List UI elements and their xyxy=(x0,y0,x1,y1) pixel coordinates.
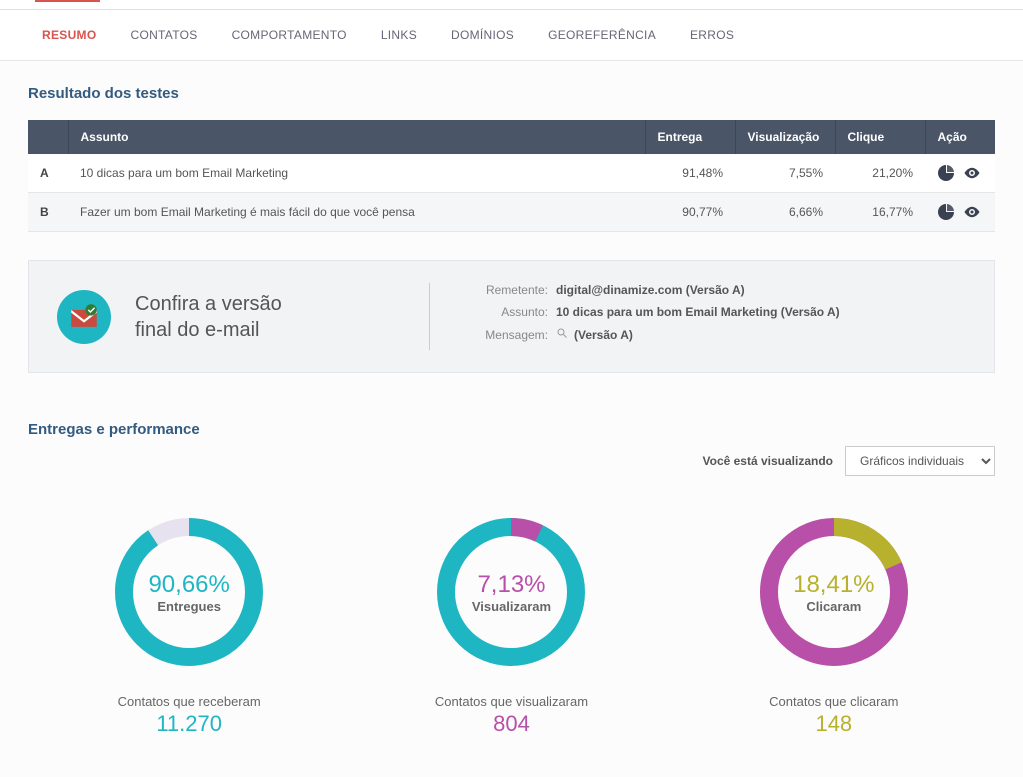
tab-erros[interactable]: ERROS xyxy=(676,10,754,60)
viz-select[interactable]: Gráficos individuais xyxy=(845,446,995,476)
col-action: Ação xyxy=(925,120,995,154)
col-clicks: Clique xyxy=(835,120,925,154)
donut-chart: 90,66% Entregues xyxy=(109,512,269,672)
donut-pct: 7,13% xyxy=(477,571,545,599)
donut-count: 804 xyxy=(361,711,661,737)
viz-label: Você está visualizando xyxy=(703,454,834,468)
tab-comportamento[interactable]: COMPORTAMENTO xyxy=(218,10,367,60)
donut-sub: Clicaram xyxy=(806,599,861,614)
row-letter: B xyxy=(28,193,68,232)
table-row: B Fazer um bom Email Marketing é mais fá… xyxy=(28,193,995,232)
donut-pct: 90,66% xyxy=(148,571,229,599)
envelope-check-icon xyxy=(57,290,111,344)
row-clicks: 21,20% xyxy=(835,154,925,193)
sender-label: Remetente: xyxy=(462,283,548,297)
row-letter: A xyxy=(28,154,68,193)
donut-count: 11.270 xyxy=(39,711,339,737)
perf-title: Entregas e performance xyxy=(28,421,200,438)
tab-contatos[interactable]: CONTATOS xyxy=(116,10,217,60)
message-value: (Versão A) xyxy=(574,328,633,342)
row-views: 7,55% xyxy=(735,154,835,193)
version-card: Confira a versão final do e-mail Remeten… xyxy=(28,260,995,373)
donut-caption: Contatos que receberam xyxy=(39,694,339,709)
donut-sub: Visualizaram xyxy=(472,599,551,614)
tab-dominios[interactable]: DOMÍNIOS xyxy=(437,10,534,60)
col-delivery: Entrega xyxy=(645,120,735,154)
tab-resumo[interactable]: RESUMO xyxy=(28,10,116,60)
donut-block: 7,13% Visualizaram Contatos que visualiz… xyxy=(361,512,661,737)
message-label: Mensagem: xyxy=(462,328,548,342)
subject-value: 10 dicas para um bom Email Marketing (Ve… xyxy=(556,305,840,319)
table-row: A 10 dicas para um bom Email Marketing 9… xyxy=(28,154,995,193)
row-delivery: 90,77% xyxy=(645,193,735,232)
eye-icon[interactable] xyxy=(963,164,981,182)
sender-value: digital@dinamize.com (Versão A) xyxy=(556,283,745,297)
version-lead: Confira a versão final do e-mail xyxy=(135,291,405,343)
donut-block: 18,41% Clicaram Contatos que clicaram 14… xyxy=(684,512,984,737)
donut-block: 90,66% Entregues Contatos que receberam … xyxy=(39,512,339,737)
tabs-nav: RESUMO CONTATOS COMPORTAMENTO LINKS DOMÍ… xyxy=(0,10,1023,61)
pie-chart-icon[interactable] xyxy=(937,164,955,182)
col-views: Visualização xyxy=(735,120,835,154)
row-views: 6,66% xyxy=(735,193,835,232)
tab-links[interactable]: LINKS xyxy=(367,10,437,60)
donut-caption: Contatos que visualizaram xyxy=(361,694,661,709)
donut-sub: Entregues xyxy=(157,599,221,614)
pie-chart-icon[interactable] xyxy=(937,203,955,221)
subject-label: Assunto: xyxy=(462,305,548,319)
row-subject: 10 dicas para um bom Email Marketing xyxy=(68,154,645,193)
donut-pct: 18,41% xyxy=(793,571,874,599)
donut-caption: Contatos que clicaram xyxy=(684,694,984,709)
donut-chart: 18,41% Clicaram xyxy=(754,512,914,672)
donut-chart: 7,13% Visualizaram xyxy=(431,512,591,672)
row-delivery: 91,48% xyxy=(645,154,735,193)
row-clicks: 16,77% xyxy=(835,193,925,232)
eye-icon[interactable] xyxy=(963,203,981,221)
row-subject: Fazer um bom Email Marketing é mais fáci… xyxy=(68,193,645,232)
magnifier-icon[interactable] xyxy=(556,327,568,342)
tab-georeferencia[interactable]: GEOREFERÊNCIA xyxy=(534,10,676,60)
col-subject: Assunto xyxy=(68,120,645,154)
donut-count: 148 xyxy=(684,711,984,737)
results-table: Assunto Entrega Visualização Clique Ação… xyxy=(28,120,995,232)
results-title: Resultado dos testes xyxy=(28,85,995,102)
